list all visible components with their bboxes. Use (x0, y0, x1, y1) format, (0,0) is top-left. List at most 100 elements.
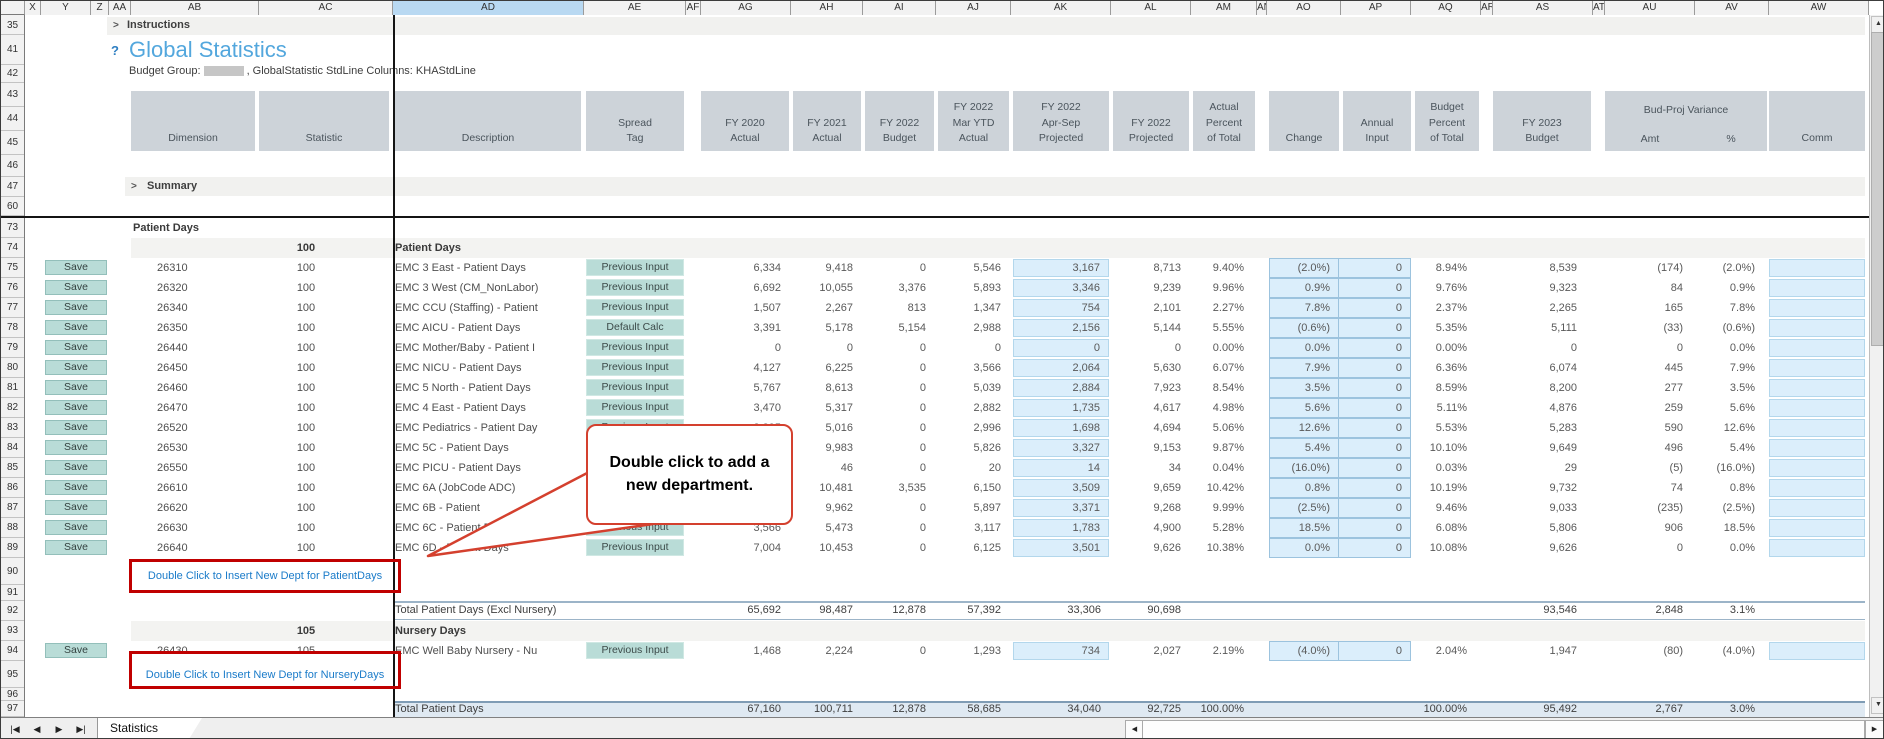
input-cell-annual-input[interactable]: 0 (1338, 318, 1411, 338)
row-header-43[interactable]: 43 (1, 83, 24, 107)
input-cell-comment[interactable] (1769, 339, 1865, 357)
save-button[interactable]: Save (45, 360, 107, 375)
help-icon[interactable]: ? (111, 43, 119, 58)
column-header-AM[interactable]: AM (1191, 1, 1257, 15)
input-cell-comment[interactable] (1769, 499, 1865, 517)
save-button[interactable]: Save (45, 540, 107, 555)
input-cell-annual-input[interactable]: 0 (1338, 278, 1411, 298)
input-cell-annual-input[interactable]: 0 (1338, 458, 1411, 478)
input-cell-apr-sep[interactable]: 3,327 (1013, 439, 1109, 457)
row-header-78[interactable]: 78 (1, 318, 24, 338)
input-cell-apr-sep[interactable]: 2,884 (1013, 379, 1109, 397)
column-header-Y[interactable]: Y (41, 1, 91, 15)
input-cell-change[interactable]: (16.0%) (1269, 458, 1339, 478)
save-button[interactable]: Save (45, 440, 107, 455)
input-cell-annual-input[interactable]: 0 (1338, 498, 1411, 518)
save-button[interactable]: Save (45, 380, 107, 395)
input-cell-apr-sep[interactable]: 3,346 (1013, 279, 1109, 297)
column-header-AF[interactable]: AF (686, 1, 701, 15)
insert-dept-patientdays-box[interactable]: Double Click to Insert New Dept for Pati… (129, 559, 401, 593)
save-button[interactable]: Save (45, 420, 107, 435)
input-cell-annual-input[interactable]: 0 (1338, 298, 1411, 318)
column-header-AB[interactable]: AB (131, 1, 259, 15)
input-cell-annual-input[interactable]: 0 (1338, 478, 1411, 498)
row-header-97[interactable]: 97 (1, 701, 24, 717)
input-cell-comment[interactable] (1769, 539, 1865, 557)
row-header-73[interactable]: 73 (1, 218, 24, 238)
input-cell-comment[interactable] (1769, 399, 1865, 417)
input-cell-apr-sep[interactable]: 754 (1013, 299, 1109, 317)
input-cell-annual-input[interactable]: 0 (1338, 258, 1411, 278)
column-header-AV[interactable]: AV (1695, 1, 1769, 15)
column-header-AD[interactable]: AD (393, 1, 584, 15)
row-header-76[interactable]: 76 (1, 278, 24, 298)
row-header-74[interactable]: 74 (1, 238, 24, 258)
input-cell-comment[interactable] (1769, 279, 1865, 297)
row-header-81[interactable]: 81 (1, 378, 24, 398)
input-cell-change[interactable]: 0.9% (1269, 278, 1339, 298)
input-cell-comment[interactable] (1769, 259, 1865, 277)
input-cell-apr-sep[interactable]: 14 (1013, 459, 1109, 477)
input-cell-apr-sep[interactable]: 3,167 (1013, 259, 1109, 277)
input-cell-comment[interactable] (1769, 379, 1865, 397)
insert-dept-nurserydays-box[interactable]: Double Click to Insert New Dept for Nurs… (129, 651, 401, 689)
save-button[interactable]: Save (45, 520, 107, 535)
input-cell-comment[interactable] (1769, 359, 1865, 377)
spread-tag-cell[interactable]: Default Calc (586, 319, 684, 336)
row-header-42[interactable]: 42 (1, 65, 24, 83)
row-header-94[interactable]: 94 (1, 641, 24, 661)
save-button[interactable]: Save (45, 460, 107, 475)
input-cell-apr-sep[interactable]: 1,735 (1013, 399, 1109, 417)
input-cell-annual-input[interactable]: 0 (1338, 378, 1411, 398)
row-header-85[interactable]: 85 (1, 458, 24, 478)
input-cell-annual-input[interactable]: 0 (1338, 538, 1411, 558)
input-cell-annual-input[interactable]: 0 (1338, 641, 1411, 661)
save-button[interactable]: Save (45, 320, 107, 335)
input-cell-annual-input[interactable]: 0 (1338, 438, 1411, 458)
scroll-down-button[interactable]: ▼ (1871, 697, 1884, 714)
input-cell-apr-sep[interactable]: 2,156 (1013, 319, 1109, 337)
input-cell-change[interactable]: (2.5%) (1269, 498, 1339, 518)
row-header-89[interactable]: 89 (1, 538, 24, 558)
row-header-60[interactable]: 60 (1, 197, 24, 216)
row-header-83[interactable]: 83 (1, 418, 24, 438)
column-header-AJ[interactable]: AJ (936, 1, 1011, 15)
input-cell-comment[interactable] (1769, 519, 1865, 537)
input-cell-change[interactable]: 18.5% (1269, 518, 1339, 538)
input-cell-annual-input[interactable]: 0 (1338, 358, 1411, 378)
next-sheet-button[interactable]: ▶ (49, 720, 69, 738)
column-header-AO[interactable]: AO (1267, 1, 1341, 15)
input-cell-apr-sep[interactable]: 3,509 (1013, 479, 1109, 497)
save-button[interactable]: Save (45, 400, 107, 415)
input-cell-apr-sep[interactable]: 2,064 (1013, 359, 1109, 377)
row-header-35[interactable]: 35 (1, 16, 24, 35)
scroll-up-button[interactable]: ▲ (1871, 16, 1884, 33)
row-header-96[interactable]: 96 (1, 688, 24, 701)
input-cell-change[interactable]: 5.6% (1269, 398, 1339, 418)
spread-tag-cell[interactable]: Previous Input (586, 539, 684, 556)
column-header-X[interactable]: X (25, 1, 41, 15)
input-cell-apr-sep[interactable]: 734 (1013, 642, 1109, 660)
row-header-44[interactable]: 44 (1, 107, 24, 131)
row-header-88[interactable]: 88 (1, 518, 24, 538)
input-cell-annual-input[interactable]: 0 (1338, 418, 1411, 438)
vertical-scroll-thumb[interactable] (1871, 32, 1884, 346)
input-cell-apr-sep[interactable]: 1,783 (1013, 519, 1109, 537)
vertical-scrollbar[interactable]: ▲ ▼ (1869, 15, 1884, 717)
spread-tag-cell[interactable]: Previous Input (586, 379, 684, 396)
row-header-87[interactable]: 87 (1, 498, 24, 518)
input-cell-comment[interactable] (1769, 642, 1865, 660)
row-header-92[interactable]: 92 (1, 601, 24, 621)
last-sheet-button[interactable]: ▶| (71, 720, 91, 738)
input-cell-change[interactable]: 0.0% (1269, 538, 1339, 558)
row-header-75[interactable]: 75 (1, 258, 24, 278)
input-cell-annual-input[interactable]: 0 (1338, 338, 1411, 358)
insert-dept-patientdays-link[interactable]: Double Click to Insert New Dept for Pati… (148, 570, 382, 582)
select-all-corner[interactable] (1, 1, 25, 15)
row-header-47[interactable]: 47 (1, 177, 24, 197)
input-cell-comment[interactable] (1769, 299, 1865, 317)
input-cell-apr-sep[interactable]: 3,501 (1013, 539, 1109, 557)
save-button[interactable]: Save (45, 500, 107, 515)
column-header-AP[interactable]: AP (1341, 1, 1411, 15)
row-header-93[interactable]: 93 (1, 621, 24, 641)
